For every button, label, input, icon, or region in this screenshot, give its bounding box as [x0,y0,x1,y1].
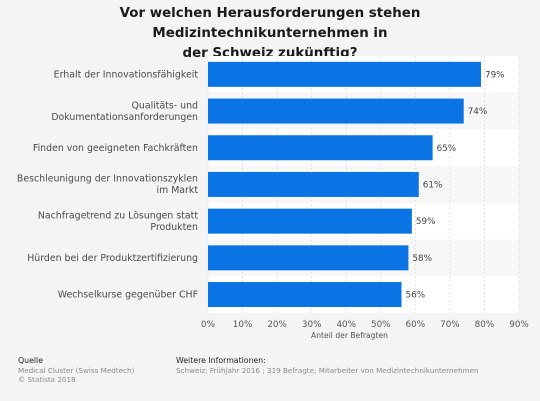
x-tick-label: 10% [233,320,253,330]
category-label: Nachfragetrend zu Lösungen statt [38,210,198,221]
x-tick-label: 60% [406,320,426,330]
bar [208,245,409,271]
value-label: 65% [437,144,457,154]
category-label: Hürden bei der Produktzertifizierung [27,253,198,264]
x-tick-label: 0% [201,320,215,330]
source-heading: Quelle [18,356,44,365]
bar [208,98,464,124]
info-text: Schweiz; Frühjahr 2016 ; 319 Befragte; M… [176,365,479,375]
x-axis-title: Anteil der Befragten [311,331,388,340]
value-label: 56% [406,291,426,301]
x-tick-label: 20% [267,320,287,330]
value-label: 61% [423,180,443,190]
category-label: Erhalt der Innovationsfähigkeit [54,69,199,80]
category-label: Qualitäts- und [132,100,199,111]
x-tick-label: 90% [509,320,529,330]
bar [208,282,402,308]
value-label: 74% [468,107,488,117]
category-label: im Markt [156,185,198,196]
category-label: Wechselkurse gegenüber CHF [58,290,198,301]
bar [208,208,412,234]
category-label: Produkten [150,222,198,233]
copyright-line: © Statista 2018 [18,375,76,384]
bar [208,61,481,87]
x-tick-label: 50% [371,320,391,330]
x-tick-label: 40% [336,320,356,330]
x-tick-label: 30% [302,320,322,330]
bar [208,135,433,161]
category-label: Finden von geeigneten Fachkräften [33,143,198,154]
category-label: Beschleunigung der Innovationszyklen [17,174,198,185]
info-block: Weitere Informationen: Schweiz; Frühjahr… [176,356,479,375]
source-block: Quelle Medical Cluster (Swiss Medtech) ©… [18,356,134,385]
x-tick-label: 80% [475,320,495,330]
source-line: Medical Cluster (Swiss Medtech) [18,365,135,375]
category-label: Dokumentationsanforderungen [51,112,198,123]
value-label: 59% [416,217,436,227]
value-label: 58% [412,254,432,264]
info-heading: Weitere Informationen: [176,356,266,365]
value-label: 79% [485,70,505,80]
bar-chart: 79% Erhalt der Innovationsfähigkeit 74% Qua… [17,56,529,340]
x-tick-label: 70% [440,320,460,330]
bar [208,171,419,197]
